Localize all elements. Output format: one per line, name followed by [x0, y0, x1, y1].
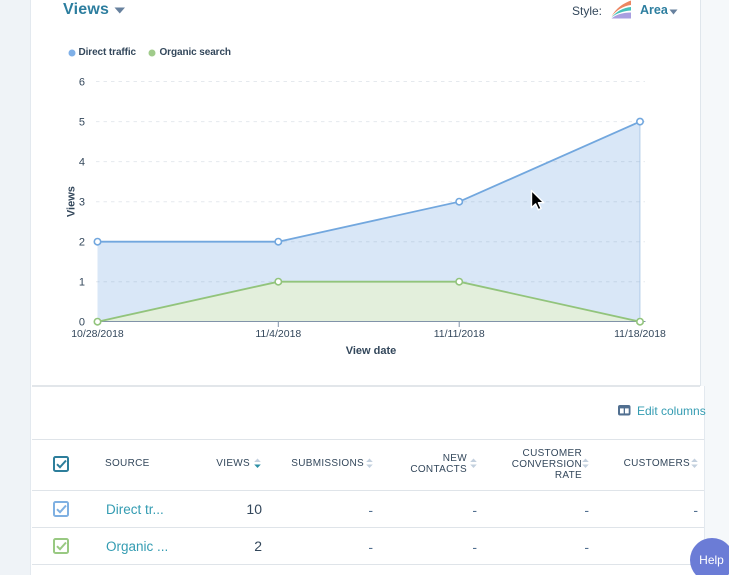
svg-text:11/18/2018: 11/18/2018	[614, 328, 666, 340]
svg-text:2: 2	[79, 237, 85, 249]
svg-text:6: 6	[79, 77, 85, 89]
svg-text:11/4/2018: 11/4/2018	[255, 328, 301, 340]
svg-text:10/28/2018: 10/28/2018	[71, 328, 124, 340]
svg-text:Views: Views	[66, 186, 78, 217]
svg-text:View date: View date	[346, 345, 397, 357]
svg-text:3: 3	[79, 197, 85, 209]
svg-text:11/11/2018: 11/11/2018	[434, 328, 485, 340]
svg-text:1: 1	[79, 277, 85, 289]
svg-text:0: 0	[79, 317, 85, 329]
svg-text:5: 5	[79, 117, 85, 129]
svg-text:4: 4	[79, 157, 85, 169]
